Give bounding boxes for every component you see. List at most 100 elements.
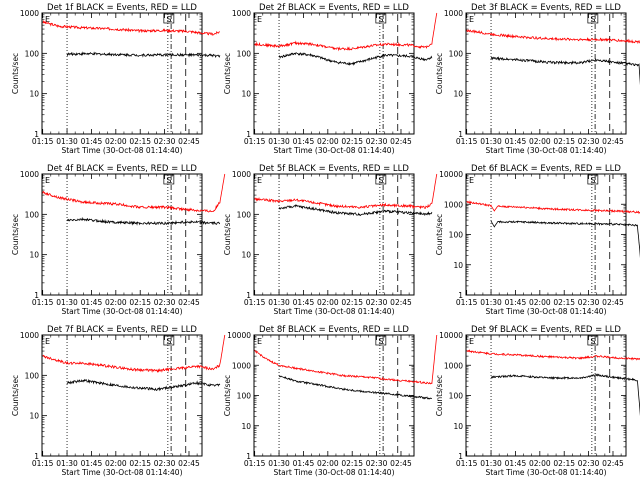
detector-chart-1: Det 1f BLACK = Events, RED = LLD 1 10 100 10… <box>11 3 221 155</box>
flag-label-s: S <box>166 15 171 24</box>
x-tick-label: 02:45 <box>602 298 624 307</box>
x-tick-label: 02:15 <box>129 298 151 307</box>
x-tick-label: 02:30 <box>366 298 388 307</box>
series-line-lld <box>254 334 438 385</box>
detector-chart-7: Det 7f BLACK = Events, RED = LLD 1 10 100 10… <box>11 325 226 477</box>
chart-title: Det 6f BLACK = Events, RED = LLD <box>471 164 621 174</box>
y-tick-label: 1000 <box>20 9 39 18</box>
x-tick-label: 01:45 <box>81 137 103 146</box>
x-tick-label: 02:15 <box>553 298 575 307</box>
y-tick-label: 10000 <box>439 170 463 179</box>
x-tick-label: 02:45 <box>390 459 412 468</box>
y-tick-label: 10 <box>453 422 463 431</box>
series-line-lld <box>42 20 221 36</box>
y-axis-label: Counts/sec <box>11 214 20 255</box>
x-tick-label: 02:45 <box>178 459 200 468</box>
flag-label-s: S <box>590 176 595 185</box>
flag-label-e: E <box>257 15 262 24</box>
x-tick-label: 01:45 <box>505 459 527 468</box>
plot-frame <box>41 173 203 296</box>
y-tick-label: 1000 <box>20 170 39 179</box>
series-line-events <box>490 220 640 259</box>
plot-frame <box>41 334 203 457</box>
y-tick-label: 1 <box>34 130 39 139</box>
chart-title: Det 8f BLACK = Events, RED = LLD <box>259 325 409 335</box>
chart-title: Det 7f BLACK = Events, RED = LLD <box>47 325 197 335</box>
flag-label-s: S <box>166 176 171 185</box>
x-tick-label: 02:15 <box>129 459 151 468</box>
y-tick-label: 10 <box>453 90 463 99</box>
x-tick-label: 01:15 <box>32 298 54 307</box>
x-tick-label: 02:30 <box>578 137 600 146</box>
y-tick-label: 100 <box>25 371 40 380</box>
chart-title: Det 3f BLACK = Events, RED = LLD <box>471 3 621 13</box>
x-tick-label: 02:00 <box>317 459 339 468</box>
series-line-lld <box>254 173 438 210</box>
flag-box <box>587 335 599 346</box>
detector-chart-5: Det 5f BLACK = Events, RED = LLD 1 10 100 10… <box>223 164 438 316</box>
y-tick-label: 100 <box>25 210 40 219</box>
plot-frame <box>253 173 415 296</box>
x-axis-label: Start Time (30-Oct-08 01:14:40) <box>485 307 606 316</box>
series-line-events <box>490 373 640 417</box>
flag-box <box>375 13 387 24</box>
y-tick-label: 1000 <box>444 200 463 209</box>
x-tick-label: 01:45 <box>81 298 103 307</box>
flag-box <box>375 174 387 185</box>
series-line-events <box>66 216 221 226</box>
x-tick-label: 02:00 <box>105 459 127 468</box>
detector-chart-9: Det 9f BLACK = Events, RED = LLD 1 10 100 10… <box>435 325 640 477</box>
flag-label-e: E <box>257 337 262 346</box>
x-tick-label: 01:45 <box>505 298 527 307</box>
x-tick-label: 01:45 <box>293 298 315 307</box>
x-tick-label: 01:30 <box>56 459 78 468</box>
x-tick-label: 01:15 <box>32 459 54 468</box>
flag-label-e: E <box>45 337 50 346</box>
chart-title: Det 1f BLACK = Events, RED = LLD <box>47 3 197 13</box>
plot-frame <box>465 334 627 457</box>
x-tick-label: 02:15 <box>553 137 575 146</box>
y-axis-label: Counts/sec <box>223 53 232 94</box>
x-tick-label: 02:15 <box>129 137 151 146</box>
x-tick-label: 01:30 <box>268 298 290 307</box>
flag-box <box>163 174 175 185</box>
flag-label-s: S <box>590 15 595 24</box>
y-axis-label: Counts/sec <box>11 53 20 94</box>
x-tick-label: 02:15 <box>341 298 363 307</box>
series-line-events <box>278 204 433 217</box>
x-tick-label: 02:45 <box>178 298 200 307</box>
y-tick-label: 10000 <box>227 331 251 340</box>
series-line-events <box>278 375 432 400</box>
y-tick-label: 1000 <box>20 331 39 340</box>
x-tick-label: 01:15 <box>456 298 478 307</box>
series-line-lld <box>42 334 226 373</box>
y-tick-label: 1 <box>246 291 251 300</box>
series-line-lld <box>42 173 226 213</box>
x-tick-label: 01:15 <box>456 459 478 468</box>
flag-label-s: S <box>166 337 171 346</box>
x-tick-label: 01:30 <box>480 459 502 468</box>
detector-chart-3: Det 3f BLACK = Events, RED = LLD 1 10 100 10… <box>435 3 640 155</box>
y-tick-label: 1 <box>458 452 463 461</box>
x-tick-label: 02:15 <box>341 137 363 146</box>
y-tick-label: 1000 <box>444 9 463 18</box>
x-tick-label: 01:30 <box>56 137 78 146</box>
x-tick-label: 01:45 <box>505 137 527 146</box>
plot-frame <box>41 12 203 135</box>
y-axis-label: Counts/sec <box>435 375 444 416</box>
x-tick-label: 01:15 <box>32 137 54 146</box>
y-tick-label: 1 <box>246 452 251 461</box>
x-tick-label: 01:45 <box>293 137 315 146</box>
series-line-lld <box>466 349 640 361</box>
y-tick-label: 100 <box>449 392 464 401</box>
y-tick-label: 1 <box>34 291 39 300</box>
x-tick-label: 02:00 <box>317 298 339 307</box>
x-tick-label: 01:45 <box>81 459 103 468</box>
x-tick-label: 02:00 <box>529 298 551 307</box>
x-tick-label: 01:15 <box>244 298 266 307</box>
y-tick-label: 1000 <box>232 170 251 179</box>
series-line-events <box>490 56 640 86</box>
flag-box <box>375 335 387 346</box>
y-tick-label: 1000 <box>232 9 251 18</box>
flag-label-e: E <box>45 15 50 24</box>
